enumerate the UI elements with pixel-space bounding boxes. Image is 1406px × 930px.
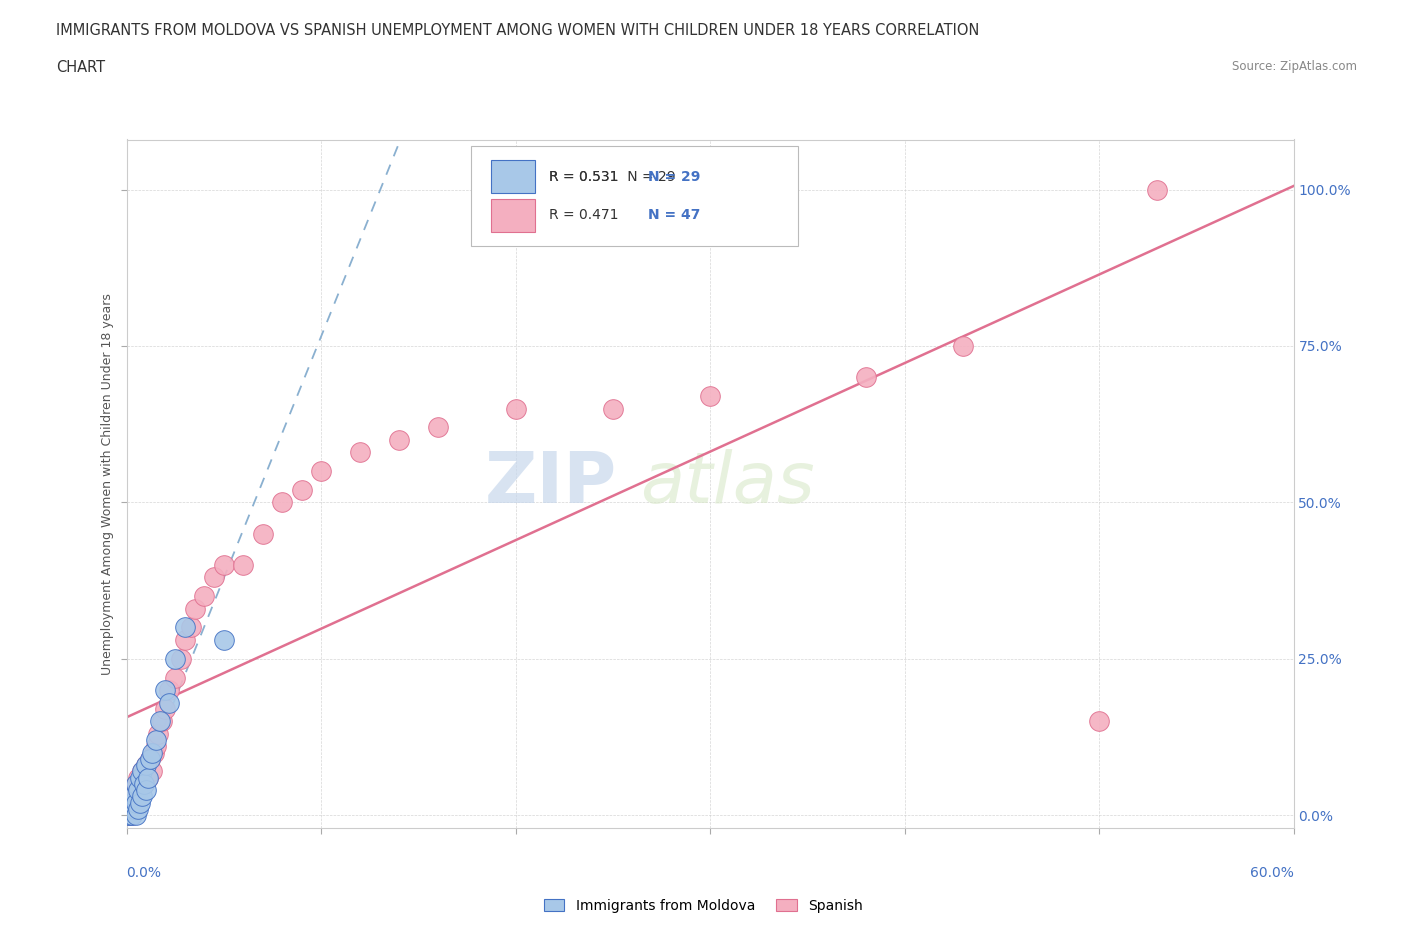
Point: [125, 777, 148, 791]
Point: [136, 770, 159, 785]
FancyBboxPatch shape: [471, 146, 797, 246]
Point: [165, 651, 187, 666]
Point: [139, 751, 162, 766]
Y-axis label: Unemployment Among Women with Children Under 18 years: Unemployment Among Women with Children U…: [101, 293, 114, 674]
Point: [155, 683, 177, 698]
Text: IMMIGRANTS FROM MOLDOVA VS SPANISH UNEMPLOYMENT AMONG WOMEN WITH CHILDREN UNDER : IMMIGRANTS FROM MOLDOVA VS SPANISH UNEMP…: [56, 23, 980, 38]
Text: 60.0%: 60.0%: [1250, 866, 1294, 880]
Point: [426, 419, 449, 434]
Point: [180, 620, 202, 635]
Point: [602, 401, 624, 416]
Point: [132, 777, 155, 791]
Point: [157, 683, 180, 698]
Point: [142, 745, 165, 760]
Point: [699, 389, 721, 404]
Point: [349, 445, 371, 459]
Point: [141, 764, 163, 778]
Text: R = 0.531: R = 0.531: [548, 169, 627, 183]
Point: [129, 770, 152, 785]
Point: [149, 714, 172, 729]
Point: [127, 783, 149, 798]
Point: [127, 802, 149, 817]
Point: [131, 764, 153, 778]
Point: [132, 777, 155, 791]
Point: [309, 464, 332, 479]
Point: [129, 783, 152, 798]
Point: [388, 432, 411, 447]
Point: [136, 770, 159, 785]
Point: [125, 795, 148, 810]
Point: [271, 495, 294, 510]
Point: [120, 802, 142, 817]
Text: CHART: CHART: [56, 60, 105, 75]
Point: [141, 745, 163, 760]
Point: [139, 751, 162, 766]
Point: [121, 808, 143, 823]
Point: [155, 701, 177, 716]
Point: [174, 632, 197, 647]
Point: [202, 570, 225, 585]
Point: [145, 733, 167, 748]
Point: [127, 770, 149, 785]
Point: [952, 339, 974, 353]
Text: R = 0.531  N = 29: R = 0.531 N = 29: [548, 169, 676, 183]
Text: N = 47: N = 47: [648, 208, 700, 222]
Point: [146, 726, 169, 741]
Point: [212, 632, 235, 647]
Point: [124, 783, 146, 798]
Point: [121, 795, 143, 810]
Text: Source: ZipAtlas.com: Source: ZipAtlas.com: [1232, 60, 1357, 73]
Point: [157, 695, 180, 710]
Point: [131, 789, 153, 804]
Point: [505, 401, 527, 416]
Point: [252, 526, 274, 541]
Point: [125, 777, 148, 791]
Point: [124, 795, 146, 810]
Point: [125, 808, 148, 823]
Point: [165, 671, 187, 685]
Point: [1146, 182, 1168, 197]
Point: [121, 789, 143, 804]
Point: [120, 795, 142, 810]
Point: [127, 789, 149, 804]
Point: [232, 557, 254, 572]
Point: [170, 651, 193, 666]
Point: [1088, 714, 1111, 729]
Text: 0.0%: 0.0%: [127, 866, 162, 880]
Point: [117, 808, 139, 823]
Text: R = 0.471: R = 0.471: [548, 208, 627, 222]
Point: [174, 620, 197, 635]
Point: [290, 483, 312, 498]
Text: atlas: atlas: [640, 449, 814, 518]
Point: [124, 802, 146, 817]
Point: [121, 808, 143, 823]
Point: [855, 370, 877, 385]
Point: [131, 764, 153, 778]
Legend: Immigrants from Moldova, Spanish: Immigrants from Moldova, Spanish: [538, 894, 868, 919]
Point: [120, 808, 142, 823]
Point: [135, 758, 157, 773]
Point: [129, 795, 152, 810]
Text: N = 29: N = 29: [648, 169, 700, 183]
Point: [183, 602, 205, 617]
Point: [124, 789, 146, 804]
Point: [135, 758, 157, 773]
Bar: [491, 160, 534, 193]
Text: ZIP: ZIP: [485, 449, 617, 518]
Point: [145, 739, 167, 754]
Point: [117, 808, 139, 823]
Bar: [491, 199, 534, 232]
Point: [150, 714, 173, 729]
Point: [125, 802, 148, 817]
Point: [120, 802, 142, 817]
Point: [135, 783, 157, 798]
Point: [212, 557, 235, 572]
Point: [193, 589, 215, 604]
